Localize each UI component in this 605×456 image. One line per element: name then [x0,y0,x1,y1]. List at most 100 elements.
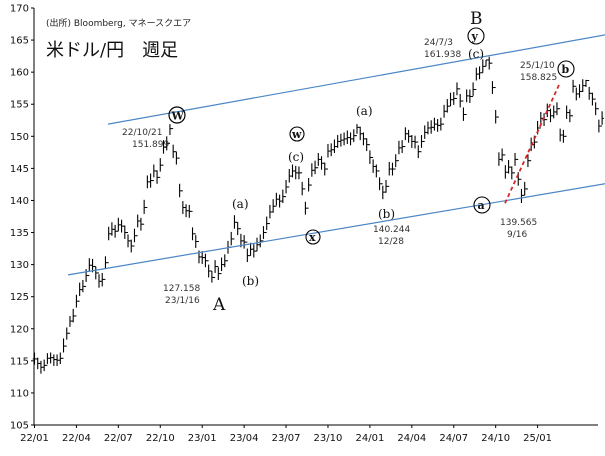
x-tick-label: 22/10 [146,433,175,444]
candle [190,210,195,241]
candle [155,170,159,184]
w-circle-marker [168,106,186,124]
candle [319,156,324,170]
x-circle-label: x [309,231,316,244]
candle [348,132,353,146]
x-tick-label: 22/07 [104,433,133,444]
x-tick-label: 24/01 [355,433,384,444]
candle [571,79,575,117]
candle [364,138,369,152]
candle [152,164,156,182]
candle [35,357,40,370]
candle [487,56,492,70]
candle [561,129,566,143]
candle [355,124,359,137]
candle [361,132,366,146]
candle [106,226,111,264]
candle [132,228,137,247]
candle [445,99,450,113]
candle [61,338,66,359]
candle [358,126,363,141]
candle [522,181,527,196]
candle [313,160,317,175]
candle [368,144,372,164]
candle [464,89,469,115]
candle [110,222,114,236]
candle [181,190,185,214]
candle [97,272,101,288]
y-tick-label: 115 [10,356,29,367]
candle [555,102,559,116]
candle [490,62,495,94]
candle [222,254,227,268]
candle [242,235,246,249]
candle [300,172,304,196]
candle [442,104,446,125]
candle [471,82,475,98]
candle [213,260,217,278]
y-tick-label: 120 [10,324,29,335]
y-tick-label: 105 [10,421,29,432]
candle [519,178,524,204]
channel-lower-line [67,183,605,276]
y-circle-marker [467,27,485,45]
candle [374,164,379,178]
a-circle-marker [473,196,491,214]
candle [148,173,153,188]
y-tick-label: 160 [10,68,29,79]
y-tick-label: 165 [10,36,29,47]
y-axis-ticks: 105 110 115 120 125 130 135 140 145 150 155 160 165 1… [10,4,34,432]
candle [326,144,330,170]
candle [500,148,504,162]
candle [158,158,163,178]
y-tick-label: 150 [10,132,29,143]
candle [87,258,92,277]
top-date-label: 24/7/3 [424,38,453,48]
candle [419,135,424,153]
source-label: (出所) Bloomberg, マネースクエア [46,17,191,29]
candle [193,233,198,248]
candle [587,79,591,100]
x-tick-label: 23/01 [188,433,217,444]
a-paren-label-1: (a) [232,197,249,211]
candle [397,140,401,162]
candle [400,140,404,153]
y-tick-label: 130 [10,260,29,271]
candle [287,169,292,188]
candle [455,82,459,99]
candle [258,234,263,248]
candle [39,360,43,374]
candle [503,154,508,179]
candle [68,315,72,334]
x-tick-label: 23/04 [230,433,259,444]
candle [119,219,124,233]
wave-annotations: W 22/10/21 151.899 127.158 23/1/16 A (b)… [122,9,575,315]
candle [81,280,85,293]
candle [277,194,282,208]
candle [64,327,69,347]
candle [448,92,453,107]
candle [297,166,301,180]
candle [42,359,46,372]
channel-upper-line [107,34,605,125]
candle [145,175,150,209]
x-tick-label: 22/04 [62,433,91,444]
candle [126,232,130,248]
candle [429,120,433,134]
candle [216,266,221,281]
candle [510,166,514,180]
candle [303,188,308,215]
candle [551,105,556,119]
candle [184,204,188,218]
candle [232,215,237,240]
candle [416,141,421,159]
candle [597,108,601,133]
x-axis-ticks: 22/01 22/04 22/07 22/10 23/01 23/04 23/07 23/10… [20,425,552,444]
c-paren-label-2: (c) [468,47,484,61]
candle [174,151,179,165]
x-tick-label: 24/04 [397,433,426,444]
candle [387,161,392,187]
candle [345,130,350,145]
w-circle-label: W [171,110,185,123]
candle [406,129,411,143]
